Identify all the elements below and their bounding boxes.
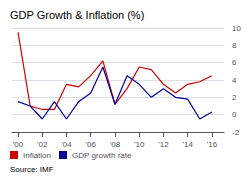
svg-text:GDP Growth & Inflation (%): GDP Growth & Inflation (%): [10, 9, 144, 21]
svg-text:GDP growth rate: GDP growth rate: [72, 151, 132, 160]
svg-text:'14: '14: [182, 140, 193, 149]
svg-text:Inflation: Inflation: [23, 151, 51, 160]
svg-text:'16: '16: [207, 140, 218, 149]
svg-text:8: 8: [232, 41, 237, 50]
svg-text:-2: -2: [232, 128, 240, 137]
svg-text:2: 2: [232, 93, 237, 102]
svg-text:'04: '04: [61, 140, 72, 149]
svg-text:6: 6: [232, 58, 237, 67]
svg-text:'10: '10: [134, 140, 145, 149]
svg-text:'02: '02: [37, 140, 48, 149]
svg-text:Source: IMF: Source: IMF: [10, 165, 54, 174]
svg-text:0: 0: [232, 110, 237, 119]
svg-text:'08: '08: [110, 140, 121, 149]
svg-text:'06: '06: [86, 140, 97, 149]
svg-text:10: 10: [232, 24, 241, 33]
svg-text:'12: '12: [158, 140, 169, 149]
svg-text:'00: '00: [13, 140, 24, 149]
svg-text:4: 4: [232, 76, 237, 85]
